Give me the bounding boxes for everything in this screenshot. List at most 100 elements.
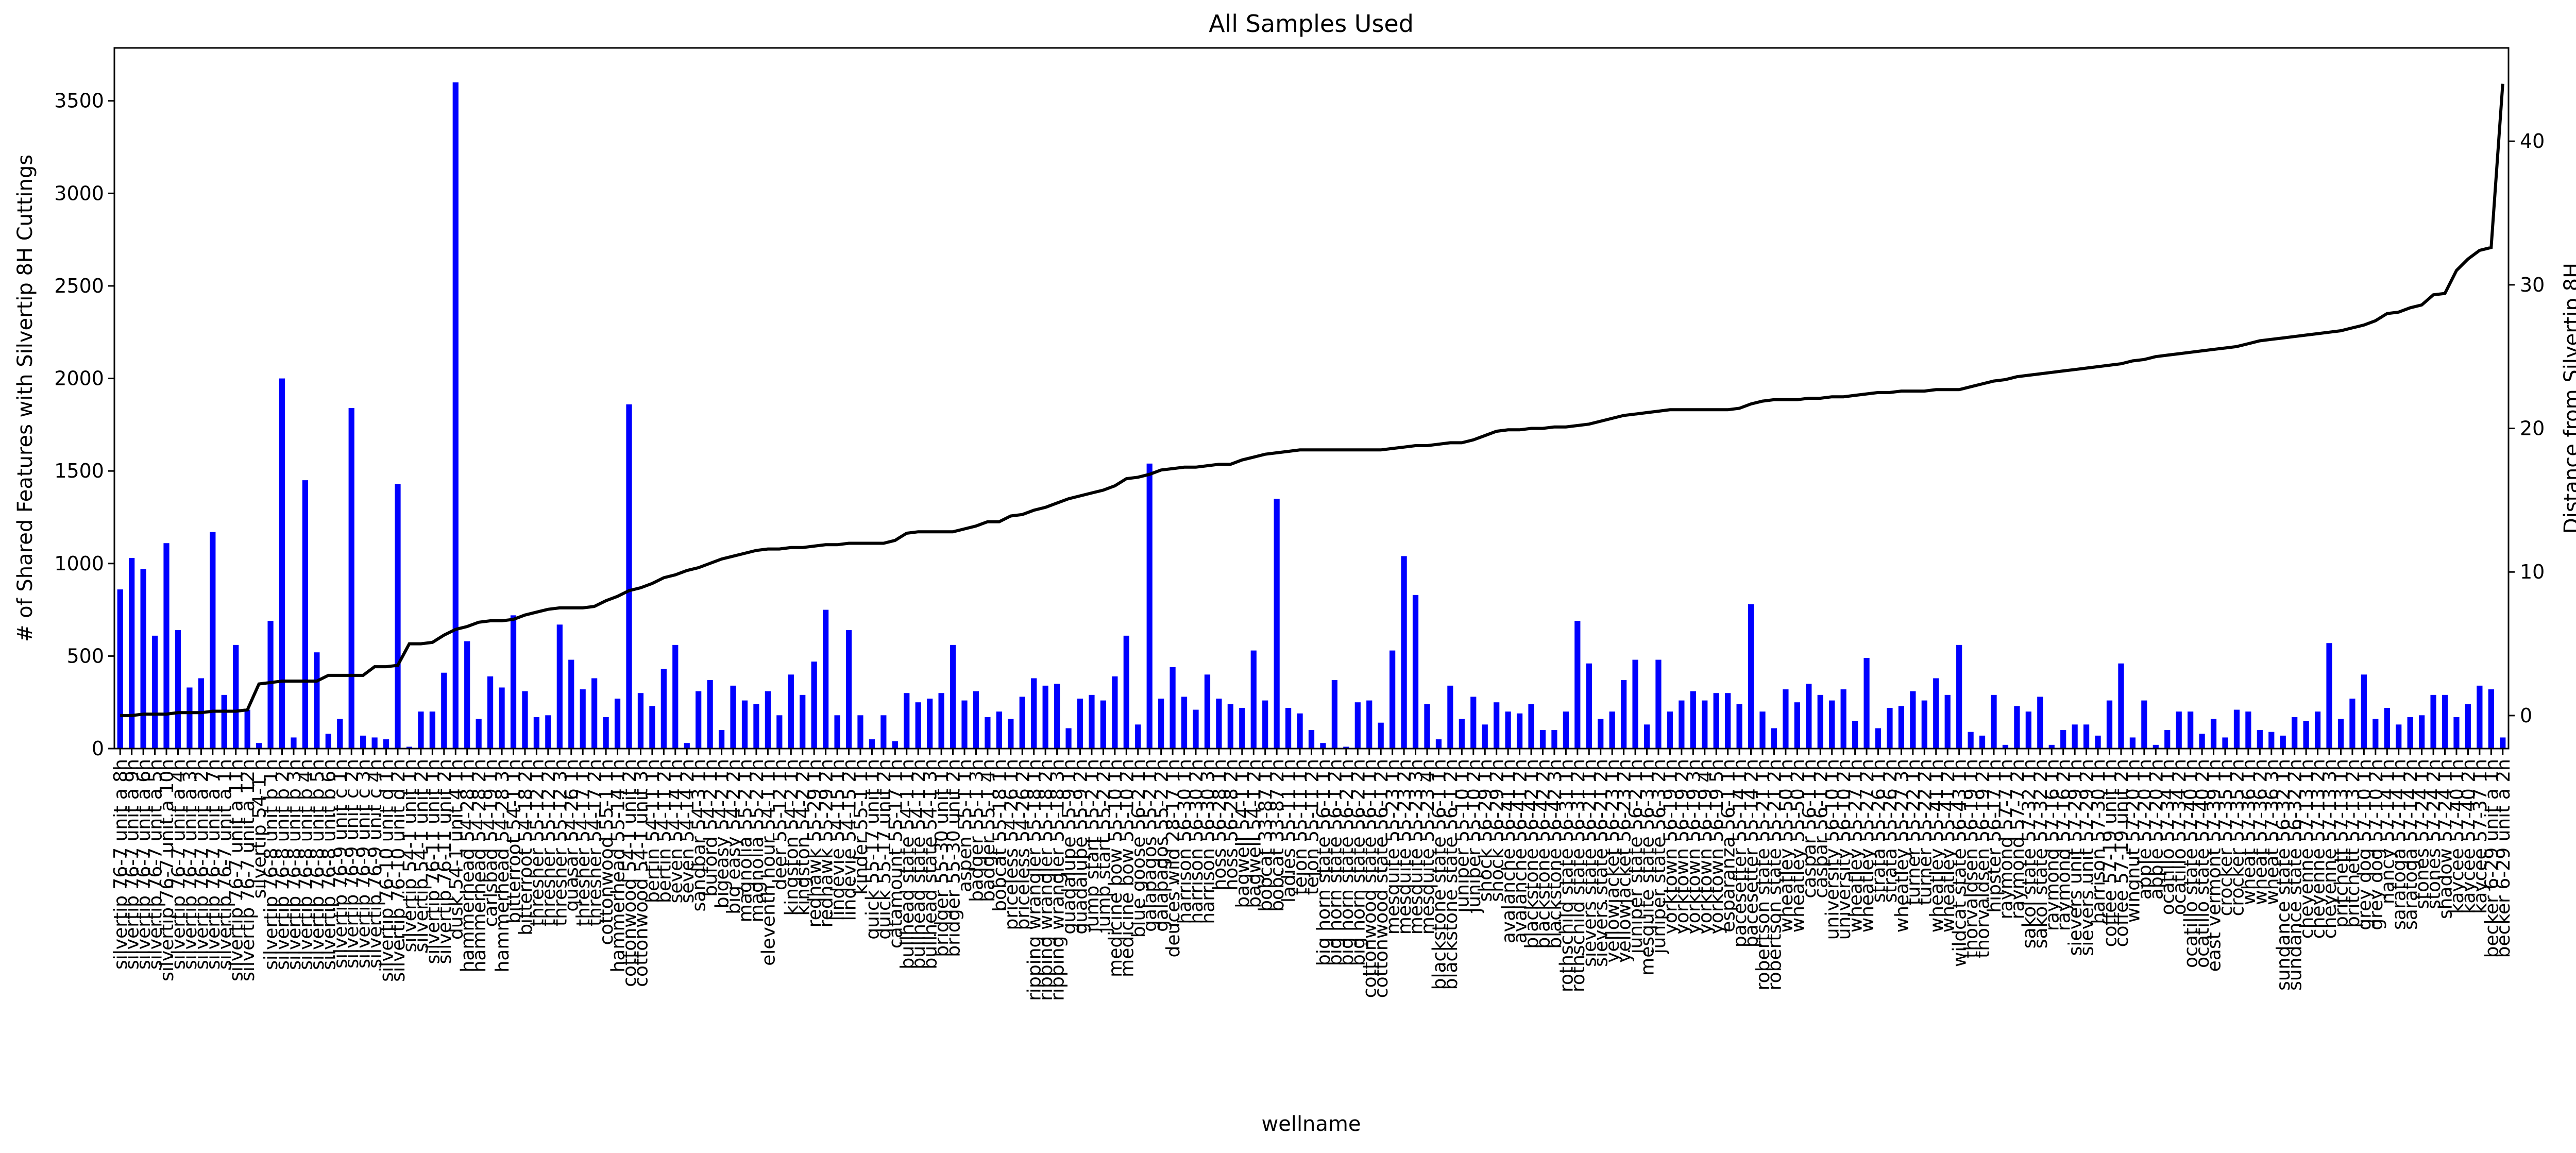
bar xyxy=(2014,706,2020,749)
bar xyxy=(2129,737,2136,749)
x-tick-label: esparanza 56-1 1h xyxy=(1718,759,1739,932)
x-tick-label: sievers unit 57-29 2h xyxy=(2077,759,2098,956)
x-tick-label: redhawk 55-29 2h xyxy=(816,759,837,927)
bar xyxy=(892,741,898,749)
x-tick-label: harrison 56-30 1h xyxy=(1175,759,1196,924)
x-tick-label: hoss 56-28 2h xyxy=(1221,759,1242,891)
bar xyxy=(464,641,470,749)
x-tick-label: cottonwood state 56-1 2h xyxy=(1371,759,1392,998)
bar xyxy=(2337,719,2344,749)
x-tick-label: ripping wrangler 55-18 2h xyxy=(1036,759,1057,1001)
bar xyxy=(1089,694,1095,749)
x-tick-label: wheat 57-36 3h xyxy=(2262,759,2283,905)
x-tick-label: thorvaldsen 56-19 2h xyxy=(1973,759,1994,958)
x-tick-label: turner 55-22 1h xyxy=(1903,759,1924,905)
bar xyxy=(2314,711,2321,749)
x-tick-label: catamount 55-17 1h xyxy=(885,759,906,948)
x-tick-label: silvertip 76-7 unit a 1h xyxy=(214,759,235,970)
bar xyxy=(418,711,424,749)
bar xyxy=(1991,694,1997,749)
bar xyxy=(707,680,713,749)
bar xyxy=(1494,702,1500,749)
x-tick-label: university 56-10 1h xyxy=(1822,759,1843,940)
bar xyxy=(302,480,309,749)
x-tick-label: apple 57-20 1h xyxy=(2134,759,2156,900)
bar xyxy=(406,747,413,749)
bar xyxy=(1794,702,1800,749)
bar xyxy=(568,659,574,749)
bar xyxy=(1170,667,1176,749)
x-tick-label: silvertip 76-11 unit 2h xyxy=(434,759,455,964)
bar xyxy=(2072,724,2078,749)
x-tick-label: mesquite 55-23 4h xyxy=(1417,759,1438,935)
x-tick-label: raymond 57-7 1h xyxy=(1995,759,2016,919)
bar xyxy=(718,730,725,749)
bar xyxy=(129,558,135,749)
bar xyxy=(2083,724,2090,749)
x-tick-label: becker 6-29 unit a 2h xyxy=(2493,759,2514,958)
x-tick-label: wheatley 55-50 2h xyxy=(1787,759,1808,932)
x-tick-label: juniper 55-10 1h xyxy=(1452,759,1473,913)
x-tick-label: bertin 54-11 2h xyxy=(654,759,675,903)
bar xyxy=(904,693,910,749)
x-tick-label: harrison 57-30 1h xyxy=(2088,759,2109,924)
bar xyxy=(2153,744,2159,749)
bar xyxy=(869,739,875,749)
x-tick-label: ocatillo 57-34 1h xyxy=(2158,759,2179,915)
bar xyxy=(1482,724,1488,749)
x-tick-label: coffee 57-19 unit 1h xyxy=(2100,759,2121,947)
bar xyxy=(476,719,482,749)
x-tick-label: mesquite state 56-3 1h xyxy=(1637,759,1658,976)
bar xyxy=(741,700,748,749)
x-tick-label: silvertip 76-8 unit b 4h xyxy=(295,759,316,970)
x-tick-label: bridger 55-30 unit 2h xyxy=(943,759,964,957)
x-tick-label: silvertip 76-11 unit 1h xyxy=(422,759,444,964)
bar xyxy=(1470,697,1477,749)
bar xyxy=(2292,717,2298,749)
bar xyxy=(2372,719,2379,749)
bar xyxy=(2488,689,2494,749)
bar xyxy=(614,699,621,749)
x-tick-label: ocatillo state 57-40 2h xyxy=(2192,759,2213,968)
x-tick-label: turner 55-22 2h xyxy=(1914,759,1936,905)
y-tick-label: 1000 xyxy=(54,552,104,575)
bar xyxy=(2233,709,2240,749)
x-tick-label: silvertip 76-9 unit c 1h xyxy=(330,759,351,969)
bar xyxy=(2141,700,2147,749)
bar xyxy=(2222,737,2228,749)
x-tick-label: bullhead state 54-1 1h xyxy=(897,759,918,970)
x-tick-label: pritchett 57-13 1h xyxy=(2331,759,2352,928)
x-tick-label: magnolia 55-2 2h xyxy=(747,759,768,922)
bar xyxy=(1227,704,1233,749)
x-tick-label: kingston 54-2 2h xyxy=(793,759,814,916)
bar xyxy=(1331,680,1338,749)
x-tick-label: sakol state 57-32 2h xyxy=(2030,759,2052,948)
x-tick-label: yorktown 56-19 3h xyxy=(1683,759,1704,935)
x-tick-label: wheatley 55-50 1h xyxy=(1776,759,1797,932)
x-tick-label: raymond 57-16 1h xyxy=(2042,759,2063,931)
bar xyxy=(2349,699,2355,749)
bar xyxy=(1921,700,1927,749)
bar xyxy=(2442,694,2448,749)
bar xyxy=(1250,650,1257,749)
bar xyxy=(580,689,586,749)
bar xyxy=(950,645,956,749)
x-tick-label: blackstone 56-42 1h xyxy=(1521,759,1543,949)
x-tick-label: nancy 57-14 1h xyxy=(2377,759,2398,904)
y2-tick-label: 40 xyxy=(2520,130,2545,152)
x-tick-label: strata 55-26 2h xyxy=(1880,759,1901,903)
x-tick-label: quick 55-17 unit 2h xyxy=(874,759,895,940)
line xyxy=(120,83,2504,717)
bar xyxy=(1262,700,1268,749)
bar xyxy=(233,645,239,749)
bar xyxy=(811,662,817,749)
bar xyxy=(1875,728,1882,749)
x-tick-label: badger 55-1 3h xyxy=(966,759,987,902)
x-tick-label: bridger 55-30 unit 1h xyxy=(931,759,953,957)
x-tick-label: big horn state 56-2 2h xyxy=(1348,759,1369,966)
x-tick-label: bagwell 54-1 2h xyxy=(1244,759,1265,908)
x-tick-label: sievers unit 57-29 1h xyxy=(2065,759,2086,956)
y-tick-label: 500 xyxy=(66,645,104,667)
x-tick-label: rothschild state 56-31 2h xyxy=(1568,759,1589,992)
bar xyxy=(1679,700,1685,749)
